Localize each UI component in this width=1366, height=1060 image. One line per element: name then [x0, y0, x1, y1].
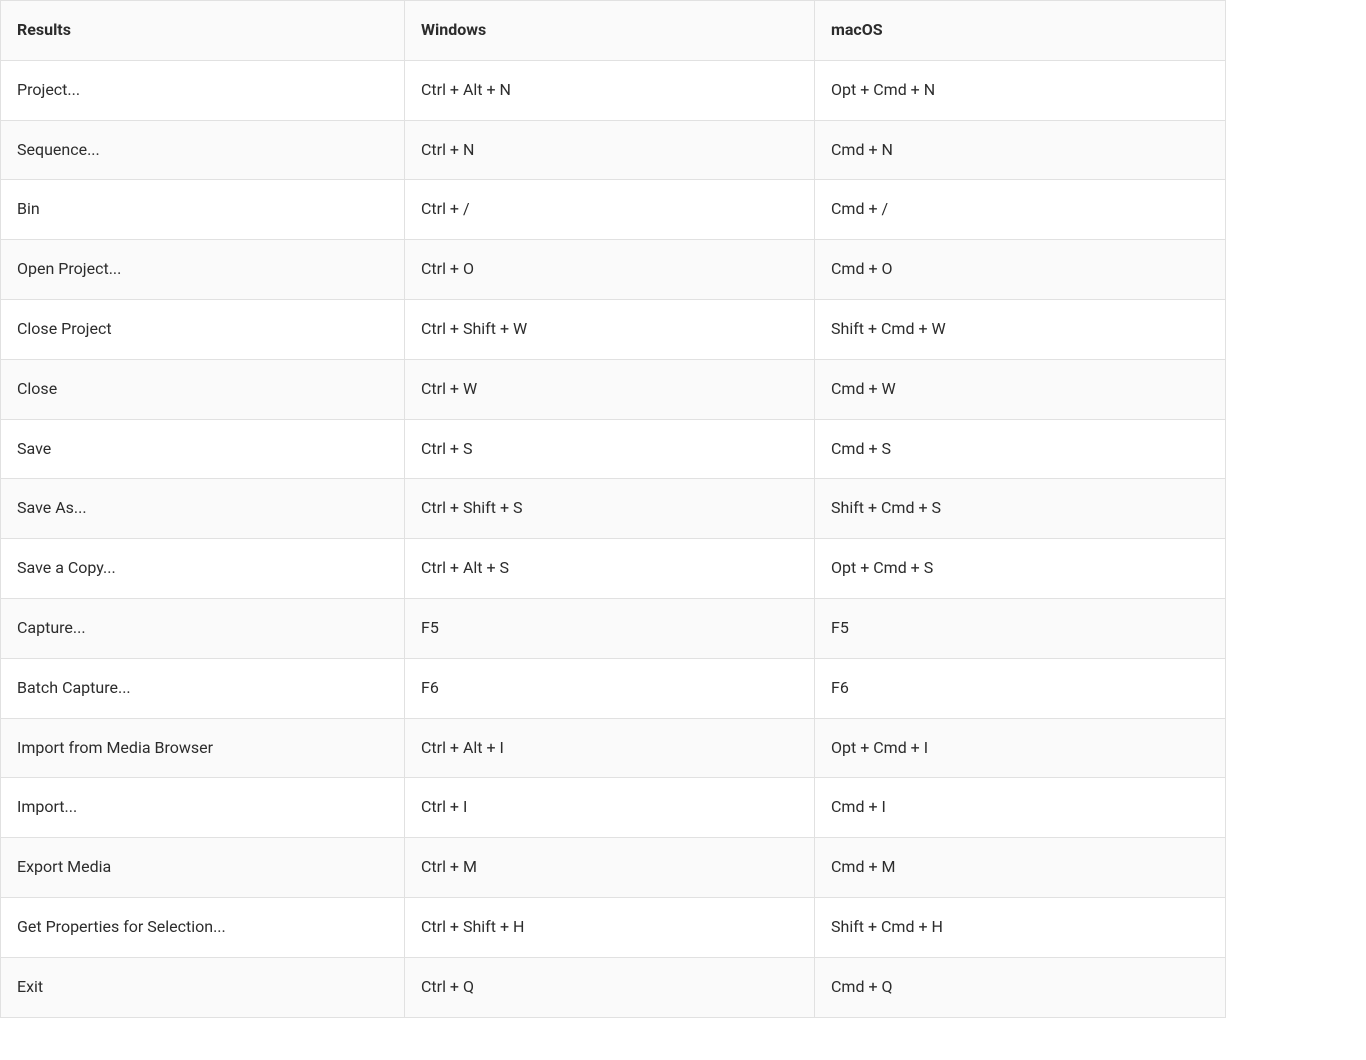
cell-windows: Ctrl + I: [405, 778, 815, 838]
table-row: Close ProjectCtrl + Shift + WShift + Cmd…: [1, 299, 1226, 359]
table-row: Export MediaCtrl + MCmd + M: [1, 838, 1226, 898]
table-row: BinCtrl + /Cmd + /: [1, 180, 1226, 240]
cell-windows: Ctrl + Shift + W: [405, 299, 815, 359]
cell-result: Import...: [1, 778, 405, 838]
cell-macos: Cmd + I: [815, 778, 1226, 838]
cell-result: Sequence...: [1, 120, 405, 180]
cell-windows: Ctrl + /: [405, 180, 815, 240]
cell-macos: Cmd + O: [815, 240, 1226, 300]
table-row: Capture...F5F5: [1, 598, 1226, 658]
cell-macos: F5: [815, 598, 1226, 658]
cell-windows: Ctrl + Alt + N: [405, 60, 815, 120]
cell-result: Close: [1, 359, 405, 419]
cell-macos: Shift + Cmd + S: [815, 479, 1226, 539]
cell-macos: Cmd + W: [815, 359, 1226, 419]
cell-windows: Ctrl + O: [405, 240, 815, 300]
cell-macos: Opt + Cmd + I: [815, 718, 1226, 778]
cell-result: Import from Media Browser: [1, 718, 405, 778]
cell-windows: Ctrl + S: [405, 419, 815, 479]
shortcuts-table: Results Windows macOS Project...Ctrl + A…: [0, 0, 1226, 1018]
cell-macos: Cmd + S: [815, 419, 1226, 479]
cell-windows: Ctrl + Alt + I: [405, 718, 815, 778]
cell-macos: Opt + Cmd + S: [815, 539, 1226, 599]
cell-macos: Shift + Cmd + H: [815, 897, 1226, 957]
cell-result: Exit: [1, 957, 405, 1017]
cell-windows: F6: [405, 658, 815, 718]
cell-result: Open Project...: [1, 240, 405, 300]
table-row: Get Properties for Selection...Ctrl + Sh…: [1, 897, 1226, 957]
table-row: Project...Ctrl + Alt + NOpt + Cmd + N: [1, 60, 1226, 120]
table-header-row: Results Windows macOS: [1, 1, 1226, 61]
col-header-results: Results: [1, 1, 405, 61]
table-row: Sequence...Ctrl + NCmd + N: [1, 120, 1226, 180]
table-row: Import...Ctrl + ICmd + I: [1, 778, 1226, 838]
cell-macos: F6: [815, 658, 1226, 718]
cell-windows: Ctrl + Shift + S: [405, 479, 815, 539]
cell-result: Get Properties for Selection...: [1, 897, 405, 957]
col-header-macos: macOS: [815, 1, 1226, 61]
cell-windows: Ctrl + Shift + H: [405, 897, 815, 957]
cell-macos: Shift + Cmd + W: [815, 299, 1226, 359]
cell-windows: Ctrl + Q: [405, 957, 815, 1017]
table-row: Import from Media BrowserCtrl + Alt + IO…: [1, 718, 1226, 778]
col-header-windows: Windows: [405, 1, 815, 61]
cell-macos: Cmd + M: [815, 838, 1226, 898]
cell-windows: Ctrl + M: [405, 838, 815, 898]
table-row: Open Project...Ctrl + OCmd + O: [1, 240, 1226, 300]
cell-result: Batch Capture...: [1, 658, 405, 718]
cell-windows: Ctrl + Alt + S: [405, 539, 815, 599]
cell-macos: Cmd + N: [815, 120, 1226, 180]
table-row: SaveCtrl + SCmd + S: [1, 419, 1226, 479]
cell-result: Save a Copy...: [1, 539, 405, 599]
cell-windows: F5: [405, 598, 815, 658]
cell-macos: Opt + Cmd + N: [815, 60, 1226, 120]
cell-result: Save As...: [1, 479, 405, 539]
table-row: Save As...Ctrl + Shift + SShift + Cmd + …: [1, 479, 1226, 539]
cell-macos: Cmd + /: [815, 180, 1226, 240]
cell-result: Capture...: [1, 598, 405, 658]
cell-result: Project...: [1, 60, 405, 120]
cell-windows: Ctrl + W: [405, 359, 815, 419]
cell-result: Close Project: [1, 299, 405, 359]
table-row: Batch Capture...F6F6: [1, 658, 1226, 718]
table-row: Save a Copy...Ctrl + Alt + SOpt + Cmd + …: [1, 539, 1226, 599]
cell-windows: Ctrl + N: [405, 120, 815, 180]
cell-result: Export Media: [1, 838, 405, 898]
cell-result: Bin: [1, 180, 405, 240]
table-row: ExitCtrl + QCmd + Q: [1, 957, 1226, 1017]
cell-macos: Cmd + Q: [815, 957, 1226, 1017]
table-row: CloseCtrl + WCmd + W: [1, 359, 1226, 419]
cell-result: Save: [1, 419, 405, 479]
